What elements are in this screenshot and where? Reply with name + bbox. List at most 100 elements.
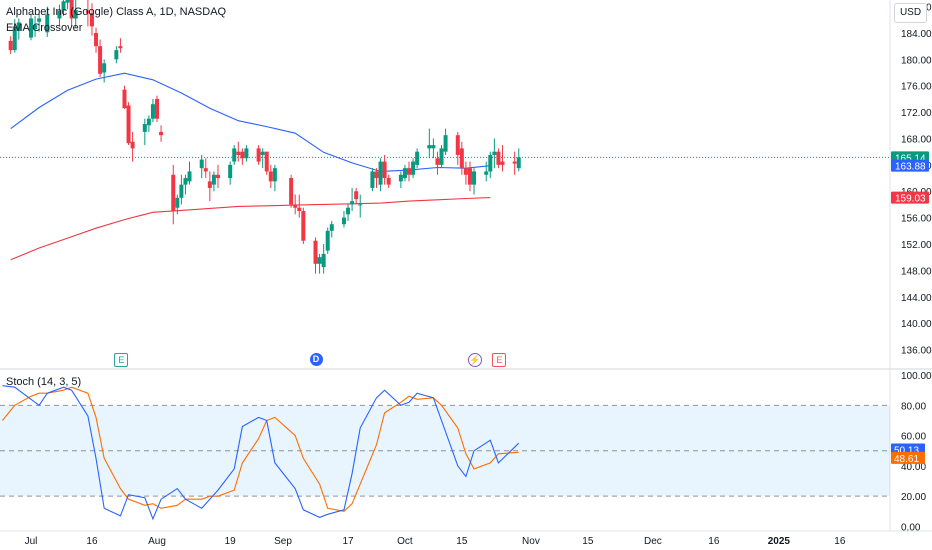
- price-tick-label: 172.00: [901, 108, 932, 119]
- candle: [411, 158, 416, 179]
- candle: [73, 0, 78, 28]
- candle: [236, 141, 241, 162]
- candle: [57, 4, 62, 27]
- candle-body: [325, 230, 330, 251]
- indicator-label[interactable]: EMA Crossover: [6, 22, 83, 34]
- candle: [211, 171, 216, 192]
- candle-body: [98, 46, 103, 74]
- candle: [431, 138, 436, 159]
- candle-body: [455, 135, 460, 155]
- candle-body: [264, 151, 269, 172]
- candle-body: [329, 224, 334, 231]
- stoch-tick-label: 20.00: [901, 492, 926, 503]
- candle-body: [293, 204, 298, 208]
- candle: [293, 194, 298, 215]
- candle-body: [94, 32, 99, 47]
- candle-body: [37, 18, 42, 22]
- candle: [346, 204, 351, 221]
- candle-body: [118, 46, 123, 49]
- time-tick-label: Nov: [522, 536, 540, 547]
- candle-body: [492, 151, 497, 155]
- candle: [516, 148, 521, 172]
- candle: [94, 27, 99, 53]
- candle: [350, 187, 355, 212]
- stoch-value-label: 50.13: [894, 446, 919, 457]
- candle-body: [317, 257, 322, 264]
- candle: [358, 194, 363, 218]
- candle-body: [435, 158, 440, 165]
- candle-body: [130, 141, 135, 149]
- candle: [268, 164, 273, 188]
- candle: [484, 161, 489, 182]
- candle-body: [467, 168, 472, 185]
- candle-body: [159, 131, 164, 136]
- split-event-marker[interactable]: ⚡: [468, 353, 483, 367]
- candle: [472, 168, 477, 195]
- price-tick-label: 184.00: [901, 29, 932, 40]
- time-tick-label: 2025: [768, 536, 791, 547]
- candle-body: [350, 201, 355, 205]
- price-tick-label: 136.00: [901, 346, 932, 357]
- candle-body: [155, 98, 159, 119]
- candle: [370, 168, 375, 192]
- candle-body: [236, 151, 241, 155]
- price-tick-label: 176.00: [901, 82, 932, 93]
- candle: [500, 145, 505, 172]
- candle: [29, 13, 33, 41]
- candle-body: [301, 211, 306, 241]
- candle: [386, 174, 391, 188]
- candle-body: [516, 157, 521, 169]
- candle-body: [122, 89, 127, 109]
- candle: [512, 151, 517, 175]
- stoch-line-pct-d: [2, 386, 519, 512]
- candle-body: [146, 118, 151, 126]
- price-label-box: [891, 191, 929, 204]
- currency-button[interactable]: USD: [894, 3, 927, 23]
- time-tick-label: Dec: [644, 536, 662, 547]
- candle: [439, 145, 444, 169]
- time-tick-label: 16: [708, 536, 720, 547]
- candle: [398, 171, 403, 188]
- candle-body: [187, 171, 192, 182]
- candle: [171, 164, 176, 225]
- candle-body: [8, 40, 13, 51]
- candle: [272, 164, 277, 192]
- candle-body: [407, 168, 411, 175]
- candle-body: [512, 161, 517, 164]
- earnings-upcoming-event-marker[interactable]: E: [492, 353, 507, 367]
- candle: [118, 38, 123, 53]
- stoch-tick-label: 0.00: [901, 522, 921, 533]
- candle-body: [374, 171, 379, 179]
- stoch-line-pct-k: [2, 385, 520, 521]
- candle-body: [346, 207, 351, 215]
- stoch-value-label: 48.61: [894, 454, 919, 465]
- candle-body: [114, 50, 119, 60]
- candle-body: [65, 0, 70, 3]
- candle-body: [57, 10, 62, 19]
- candle: [427, 128, 432, 159]
- candle: [256, 145, 261, 165]
- symbol-title[interactable]: Alphabet Inc (Google) Class A, 1D, NASDA…: [6, 6, 227, 18]
- candle-body: [370, 171, 375, 188]
- candle-body: [61, 1, 66, 11]
- candle-body: [341, 217, 346, 225]
- stoch-indicator-label[interactable]: Stoch (14, 3, 5): [6, 376, 82, 388]
- candle-body: [289, 178, 294, 205]
- candle: [488, 151, 493, 179]
- candle-body: [398, 174, 403, 182]
- candle: [325, 227, 330, 254]
- candle-body: [427, 145, 432, 149]
- candle-body: [69, 0, 74, 19]
- stoch-tick-label: 60.00: [901, 432, 926, 443]
- earnings-event-marker[interactable]: E: [114, 353, 129, 367]
- candle-body: [29, 18, 33, 38]
- candle-body: [500, 161, 505, 165]
- candle: [159, 125, 164, 142]
- candle-body: [240, 151, 245, 159]
- dividend-event-marker[interactable]: D: [309, 353, 323, 366]
- candle-body: [215, 174, 220, 179]
- candle: [378, 158, 383, 192]
- candle-body: [378, 161, 383, 185]
- candle: [69, 0, 74, 27]
